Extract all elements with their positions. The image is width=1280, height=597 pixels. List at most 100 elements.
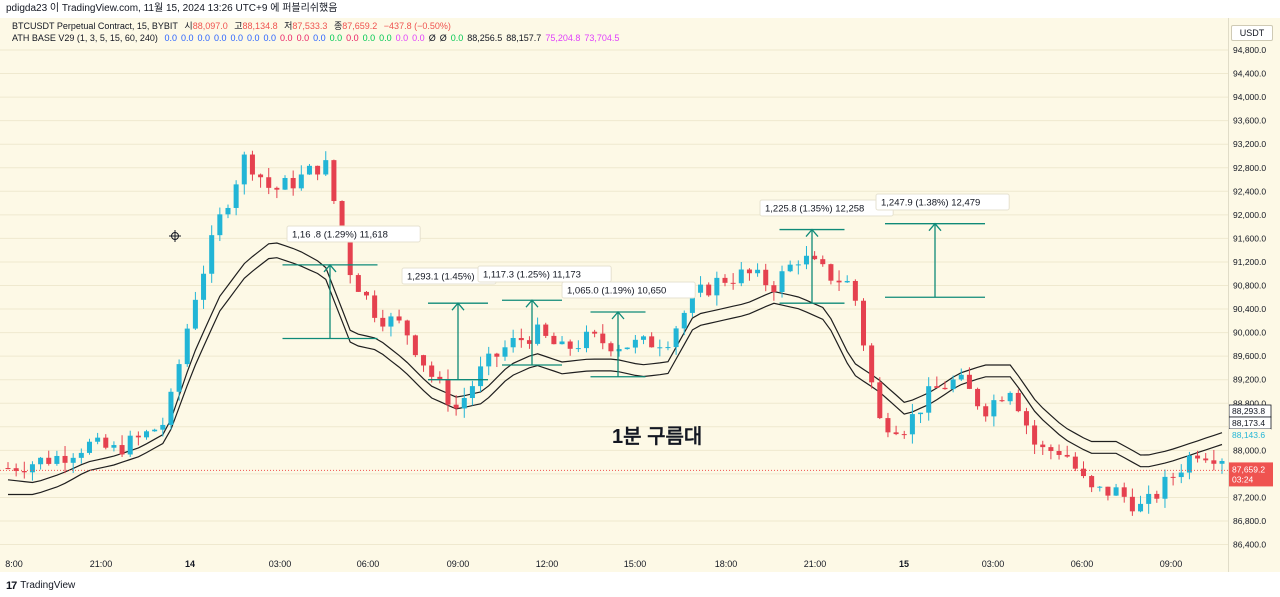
candle <box>983 403 989 422</box>
candle-body <box>437 376 443 379</box>
candle-body <box>950 379 956 390</box>
candle <box>820 255 826 267</box>
price-chart[interactable]: 1,16 .8 (1.29%) 11,618 1,293.1 (1.45%) 1,1… <box>0 18 1228 572</box>
candle <box>885 412 891 438</box>
price-tag: 88,143.6 <box>1229 429 1271 441</box>
candle-body <box>860 300 867 346</box>
price-axis[interactable]: 94,800.0 94,400.0 94,000.0 93,600.0 93,200.0… <box>1228 18 1280 572</box>
candle-body <box>1007 392 1013 402</box>
candle-body <box>600 333 606 344</box>
candle-body <box>241 154 247 185</box>
candle <box>1048 444 1054 460</box>
candle-body <box>1186 455 1192 473</box>
candle <box>1072 452 1078 472</box>
candle-body <box>918 412 924 415</box>
candle-body <box>274 187 280 190</box>
candle-body <box>396 316 402 321</box>
candle-body <box>722 277 728 283</box>
candle-body <box>852 280 858 301</box>
candle-body <box>673 328 679 348</box>
candle <box>111 441 117 452</box>
tradingview-footer: 17 TradingView <box>0 576 75 596</box>
candle <box>616 344 622 357</box>
time-axis-label: 09:00 <box>447 559 470 569</box>
candle <box>1032 420 1038 455</box>
candle-body <box>836 280 842 283</box>
candle <box>877 377 883 420</box>
candle-body <box>1203 458 1209 461</box>
candle <box>632 334 638 354</box>
candle-body <box>209 235 215 274</box>
candle <box>266 167 272 195</box>
candle-body <box>746 269 752 274</box>
indicator-value: 88,157.7 <box>506 33 542 43</box>
price-tag-text: 88,173.4 <box>1232 418 1265 428</box>
candle <box>950 375 956 393</box>
candle <box>396 309 402 324</box>
candle-body <box>624 347 630 350</box>
candle-body <box>1040 444 1046 448</box>
candle-body <box>1178 472 1184 478</box>
time-axis-label: 15:00 <box>624 559 647 569</box>
candle-body <box>942 387 948 390</box>
measure-arrow-icon <box>525 299 539 308</box>
candle-body <box>453 404 459 409</box>
measure-label: 1,16 .8 (1.29%) 11,618 <box>292 230 388 241</box>
candle <box>478 356 484 392</box>
candle <box>714 271 720 306</box>
candle-body <box>812 255 818 260</box>
candle-body <box>518 337 524 341</box>
candle <box>575 340 581 353</box>
candle-body <box>445 378 451 405</box>
candle-body <box>991 400 997 417</box>
candle-body <box>657 347 663 349</box>
candle <box>779 265 785 298</box>
candle-body <box>103 437 109 448</box>
price-axis-label: 91,200.0 <box>1233 257 1266 267</box>
candle <box>738 262 744 287</box>
candle <box>583 325 589 353</box>
candle <box>860 298 867 351</box>
candle <box>103 434 109 450</box>
candle-body <box>266 177 272 188</box>
candle <box>46 450 52 466</box>
indicator-value: 0.0 <box>180 33 194 43</box>
candle-body <box>478 366 484 387</box>
measure-arrow-icon <box>451 302 465 311</box>
indicator-value: 0.0 <box>230 33 244 43</box>
candle <box>355 273 361 292</box>
indicator-value: 0.0 <box>213 33 227 43</box>
candle <box>1129 488 1135 516</box>
candle-body <box>803 255 809 265</box>
upper-band-line <box>7 242 1223 484</box>
candle <box>494 352 500 368</box>
measure-arrow-icon <box>611 310 625 320</box>
candle-body <box>54 455 60 464</box>
candle <box>1080 461 1086 479</box>
chart-area[interactable]: 1,16 .8 (1.29%) 11,618 1,293.1 (1.45%) 1,1… <box>0 18 1228 572</box>
candle-body <box>958 374 964 380</box>
last-price-tag-value: 87,659.2 <box>1232 464 1265 474</box>
candle-body <box>111 445 117 448</box>
time-axis-label: 06:00 <box>357 559 380 569</box>
price-axis-label: 92,000.0 <box>1233 210 1266 220</box>
crosshair-cursor-icon <box>169 230 181 242</box>
candle-body <box>404 320 410 336</box>
time-axis[interactable]: 8:00 21:00 14 03:00 06:00 09:00 12:00 15:00 18:0… <box>0 554 1228 574</box>
candle <box>852 279 858 306</box>
candle-body <box>795 264 801 266</box>
currency-button[interactable]: USDT <box>1231 25 1273 41</box>
last-price-tag: 87,659.203:24 <box>1229 462 1273 487</box>
candle-body <box>665 347 671 349</box>
candle <box>54 450 60 466</box>
measure-label-box <box>286 225 421 243</box>
candle <box>730 273 736 290</box>
candle-body <box>494 353 500 357</box>
candle-body <box>160 424 166 430</box>
time-axis-label: 8:00 <box>5 559 23 569</box>
candle-body <box>1162 476 1168 499</box>
candle <box>567 339 573 356</box>
low-value: 87,533.3 <box>292 21 328 31</box>
indicator-value: 0.0 <box>362 33 376 43</box>
candle <box>29 461 35 481</box>
